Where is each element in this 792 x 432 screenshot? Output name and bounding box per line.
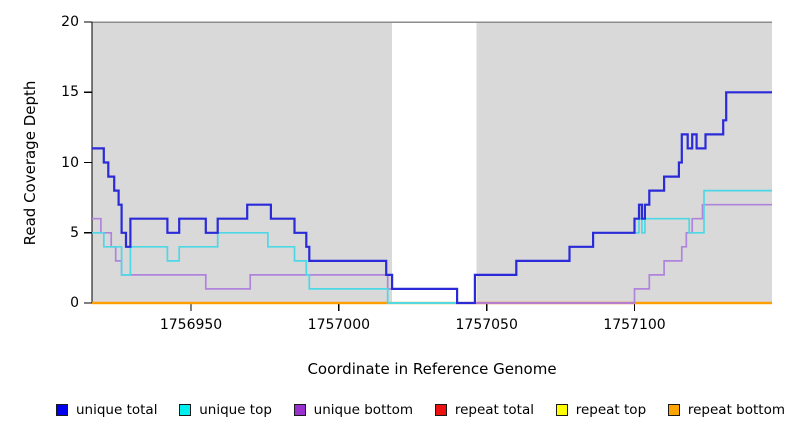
legend-item-unique-bottom: unique bottom xyxy=(293,402,414,418)
shaded-band xyxy=(92,22,393,303)
legend: unique total unique top unique bottom repea… xyxy=(56,398,785,422)
legend-swatch-icon xyxy=(293,404,306,416)
x-tick-label: 1756950 xyxy=(159,317,223,333)
y-axis-title: Read Coverage Depth xyxy=(21,80,39,246)
legend-item-unique-top: unique top xyxy=(179,402,272,418)
series-unique-top xyxy=(92,189,772,304)
x-tick-label: 1757100 xyxy=(603,317,666,333)
legend-swatch-icon xyxy=(56,404,68,416)
legend-label: unique top xyxy=(199,402,272,418)
legend-item-repeat-bottom: repeat bottom xyxy=(667,402,785,418)
legend-label: unique bottom xyxy=(313,402,414,418)
legend-swatch-icon xyxy=(434,404,447,416)
legend-label: repeat total xyxy=(454,402,534,418)
y-tick-label: 15 xyxy=(61,84,79,101)
x-tick-label: 1757000 xyxy=(307,317,371,333)
legend-label: repeat bottom xyxy=(687,402,785,418)
series-unique-total xyxy=(92,91,772,305)
legend-swatch-icon xyxy=(179,404,192,416)
y-tick-label: 0 xyxy=(70,295,79,311)
legend-label: unique total xyxy=(76,402,158,418)
x-axis-title: Coordinate in Reference Genome xyxy=(307,360,557,378)
y-tick-label: 5 xyxy=(70,224,79,241)
legend-item-unique-total: unique total xyxy=(56,402,157,418)
legend-swatch-icon xyxy=(667,404,680,416)
legend-item-repeat-top: repeat top xyxy=(555,402,647,418)
legend-label: repeat top xyxy=(575,402,647,418)
shaded-band xyxy=(476,22,772,303)
y-tick-label: 20 xyxy=(61,14,79,30)
legend-item-repeat-total: repeat total xyxy=(434,402,534,418)
x-tick-label: 1757050 xyxy=(455,317,518,333)
y-tick-label: 10 xyxy=(61,154,79,171)
legend-swatch-icon xyxy=(555,404,568,416)
